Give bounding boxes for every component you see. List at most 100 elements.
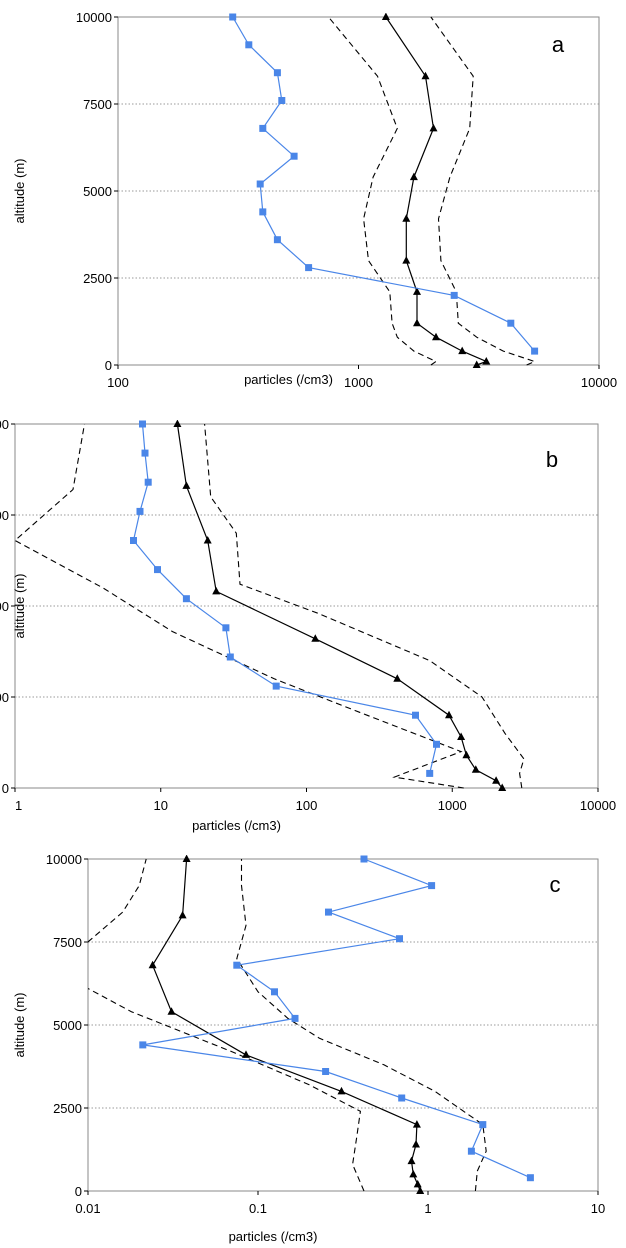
- series-line: [142, 858, 531, 1179]
- series-solid-triangle: [173, 420, 507, 791]
- square-marker: [233, 961, 241, 969]
- square-marker: [322, 1068, 330, 1075]
- y-tick-label: 0: [2, 781, 9, 796]
- y-tick-label: 5000: [53, 1018, 82, 1033]
- square-marker: [305, 264, 313, 272]
- triangle-marker: [409, 172, 418, 181]
- y-tick-label: 0: [105, 358, 112, 373]
- triangle-marker: [482, 357, 491, 365]
- x-axis-label: particles (/cm3): [244, 372, 333, 387]
- triangle-marker: [498, 783, 507, 791]
- series-line: [15, 423, 464, 789]
- y-tick-label: 10000: [0, 417, 9, 432]
- series-line: [385, 16, 488, 366]
- panel-tag: c: [550, 872, 561, 897]
- series-line: [328, 16, 438, 366]
- square-marker: [272, 682, 280, 690]
- square-marker: [278, 97, 286, 104]
- triangle-marker: [416, 1186, 425, 1194]
- x-axis-label: particles (/cm3): [192, 818, 281, 833]
- square-marker: [139, 1041, 147, 1049]
- triangle-marker: [393, 674, 402, 682]
- triangle-marker: [402, 256, 411, 264]
- series-line: [151, 858, 421, 1192]
- square-marker: [222, 624, 230, 632]
- triangle-marker: [402, 214, 411, 222]
- triangle-marker: [407, 1156, 416, 1165]
- y-tick-label: 10000: [76, 10, 112, 25]
- square-marker: [256, 180, 264, 188]
- series-line: [232, 16, 536, 352]
- series-dashed: [88, 988, 365, 1192]
- triangle-marker: [337, 1086, 346, 1095]
- series-dashed: [15, 423, 464, 789]
- square-marker: [428, 882, 436, 890]
- triangle-marker: [412, 1120, 421, 1128]
- series-dashed: [88, 858, 147, 943]
- chart-panel-a: 0 2500 5000 7500 10000 100 1000 10000 particles …: [12, 10, 617, 390]
- x-tick-label: 0.1: [249, 1201, 267, 1216]
- triangle-marker: [413, 1179, 422, 1188]
- triangle-marker: [381, 13, 390, 20]
- square-marker: [291, 1014, 299, 1022]
- square-marker: [412, 711, 419, 719]
- triangle-marker: [458, 346, 467, 355]
- y-tick-label: 5000: [0, 599, 9, 614]
- square-marker: [450, 291, 458, 299]
- triangle-marker: [421, 71, 430, 80]
- square-marker: [182, 595, 190, 603]
- square-marker: [433, 740, 440, 748]
- triangle-marker: [413, 318, 421, 327]
- series-solid-triangle: [381, 13, 491, 368]
- y-tick-label: 7500: [53, 935, 82, 950]
- x-tick-label: 100: [296, 798, 318, 813]
- y-tick-label: 5000: [83, 184, 112, 199]
- triangle-marker: [311, 634, 320, 642]
- triangle-marker: [445, 710, 453, 719]
- triangle-marker: [409, 1169, 418, 1178]
- x-tick-label: 1: [15, 798, 22, 813]
- triangle-marker: [242, 1050, 250, 1058]
- square-marker: [507, 319, 515, 327]
- triangle-marker: [148, 960, 157, 969]
- x-tick-label: 0.01: [75, 1201, 100, 1216]
- series-dashed: [236, 859, 487, 1192]
- square-marker: [259, 208, 267, 216]
- triangle-marker: [203, 536, 212, 544]
- x-tick-label: 1: [424, 1201, 431, 1216]
- series-solid-square: [139, 855, 534, 1182]
- square-marker: [273, 236, 281, 244]
- panel-tag: a: [552, 32, 565, 57]
- series-solid-square: [229, 13, 539, 355]
- x-axis-label: particles (/cm3): [229, 1229, 318, 1244]
- square-marker: [229, 13, 237, 21]
- square-marker: [130, 537, 137, 544]
- square-marker: [398, 1094, 406, 1102]
- x-tick-label: 100: [107, 375, 129, 390]
- panel-tag: b: [546, 447, 558, 472]
- series-line: [236, 859, 487, 1192]
- triangle-marker: [472, 360, 481, 368]
- series-line: [88, 858, 147, 943]
- triangle-marker: [167, 1007, 176, 1015]
- square-marker: [526, 1174, 534, 1182]
- series-line: [132, 423, 438, 774]
- series-line: [176, 423, 503, 789]
- square-marker: [426, 769, 434, 777]
- series-dashed: [430, 16, 537, 366]
- y-axis-label: altitude (m): [12, 992, 27, 1057]
- y-tick-label: 2500: [53, 1101, 82, 1116]
- square-marker: [136, 507, 144, 515]
- square-marker: [259, 124, 267, 132]
- triangle-marker: [457, 732, 466, 740]
- y-tick-label: 2500: [83, 271, 112, 286]
- x-tick-label: 10: [591, 1201, 605, 1216]
- y-tick-label: 10000: [46, 852, 82, 867]
- square-marker: [396, 935, 403, 943]
- triangle-marker: [492, 776, 501, 784]
- square-marker: [290, 152, 298, 160]
- square-marker: [467, 1147, 475, 1155]
- y-axis-label: altitude (m): [12, 573, 27, 638]
- plot-area: [117, 16, 600, 366]
- triangle-marker: [178, 910, 187, 919]
